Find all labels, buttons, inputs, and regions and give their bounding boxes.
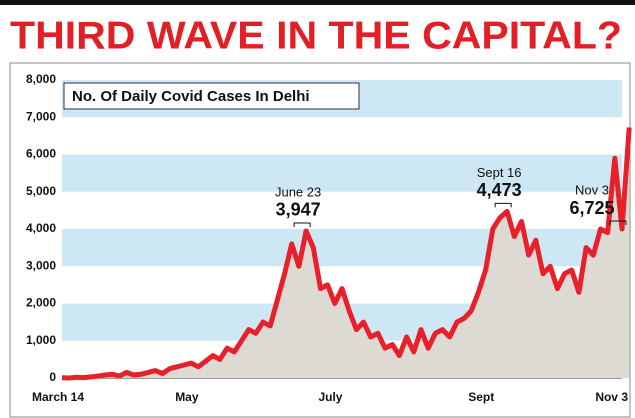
point-date: June 23 xyxy=(275,184,321,199)
label-bracket xyxy=(494,202,512,208)
chart-title: THIRD WAVE IN THE CAPITAL? xyxy=(10,14,622,57)
band xyxy=(62,191,622,229)
x-tick-label: July xyxy=(318,390,342,404)
y-tick-label: 3,000 xyxy=(26,258,56,272)
y-tick-label: 5,000 xyxy=(26,184,56,198)
point-date: Nov 3 xyxy=(575,182,609,197)
y-tick-label: 1,000 xyxy=(26,333,56,347)
point-date: Sept 16 xyxy=(477,165,522,180)
value-label: 4,473 xyxy=(477,180,522,200)
value-label: 3,947 xyxy=(276,200,321,220)
y-tick-label: 2,000 xyxy=(26,296,56,310)
band xyxy=(62,154,622,192)
x-tick-label: May xyxy=(175,390,199,404)
y-tick-label: 4,000 xyxy=(26,221,56,235)
label-bracket xyxy=(293,222,311,227)
x-tick-label: March 14 xyxy=(32,390,84,404)
chart-subtitle: No. Of Daily Covid Cases In Delhi xyxy=(72,88,310,105)
band xyxy=(62,117,622,155)
top-rule xyxy=(0,0,635,5)
y-tick-label: 6,000 xyxy=(26,147,56,161)
x-tick-label: Sept xyxy=(468,390,494,404)
y-tick-label: 7,000 xyxy=(26,109,56,123)
series-line xyxy=(61,127,632,381)
area xyxy=(62,127,630,378)
chart-frame xyxy=(9,62,631,418)
x-tick-label: Nov 3 xyxy=(595,390,628,404)
value-label: 6,725 xyxy=(569,198,614,218)
y-tick-label: 0 xyxy=(49,370,56,384)
label-bracket xyxy=(609,220,627,225)
y-tick-label: 8,000 xyxy=(26,72,56,86)
subtitle-box xyxy=(63,82,360,110)
